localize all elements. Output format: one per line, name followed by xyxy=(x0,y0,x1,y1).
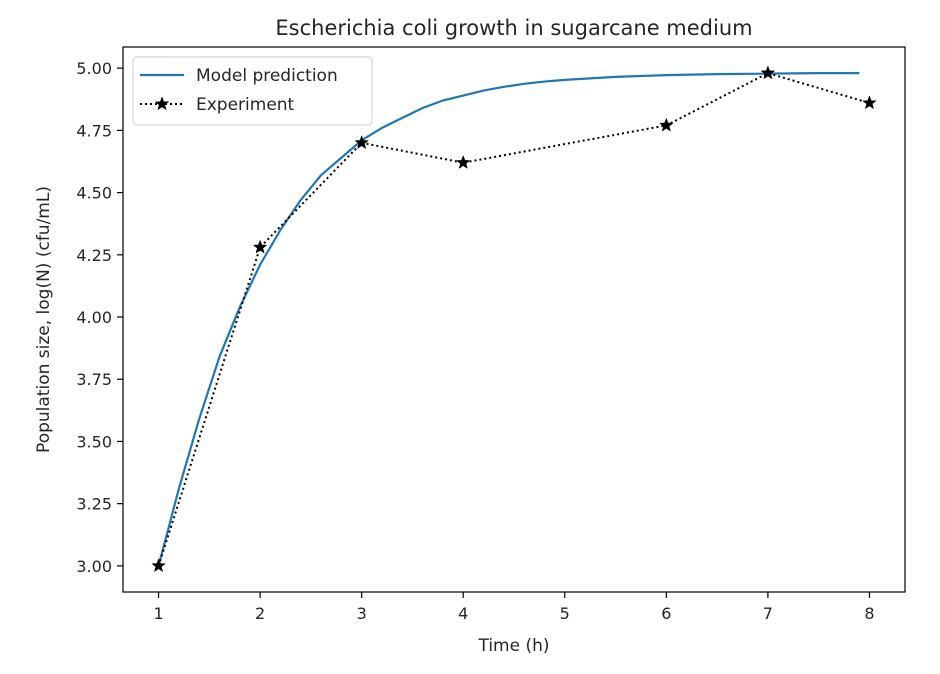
y-tick-label: 4.50 xyxy=(76,184,112,203)
x-tick-label: 3 xyxy=(357,604,367,623)
experiment-point xyxy=(354,135,369,150)
x-tick-label: 1 xyxy=(153,604,163,623)
y-axis-label: Population size, log(N) (cfu/mL) xyxy=(34,186,54,453)
experiment-point xyxy=(760,65,776,80)
y-tick-label: 3.25 xyxy=(76,495,112,514)
legend: Model prediction Experiment xyxy=(132,56,373,126)
legend-label-model-prediction: Model prediction xyxy=(196,66,338,86)
axes-frame xyxy=(122,46,906,593)
x-tick-label: 2 xyxy=(255,604,265,623)
y-tick-label: 4.75 xyxy=(76,121,112,140)
x-axis-label: Time (h) xyxy=(477,636,549,656)
x-tick-label: 6 xyxy=(661,604,671,623)
plot-area xyxy=(151,65,877,573)
experiment-point xyxy=(862,95,877,110)
y-tick-label: 4.25 xyxy=(76,246,112,265)
y-tick-label: 3.75 xyxy=(76,370,112,389)
legend-box xyxy=(132,56,373,126)
legend-label-experiment: Experiment xyxy=(196,95,295,115)
y-axis-ticks: 3.00 3.25 3.50 3.75 4.00 4.25 4.50 4.75 5.00 xyxy=(76,59,123,576)
y-tick-label: 3.50 xyxy=(76,432,112,451)
x-axis-ticks: 1 2 3 4 5 6 7 8 xyxy=(153,592,875,623)
x-tick-label: 8 xyxy=(864,604,874,623)
legend-marker-experiment xyxy=(154,96,170,111)
experiment-point xyxy=(659,117,674,132)
y-tick-label: 3.00 xyxy=(76,557,112,576)
x-tick-label: 7 xyxy=(763,604,773,623)
experiment-point xyxy=(252,239,268,254)
legend-star-icon xyxy=(154,96,170,111)
y-tick-label: 5.00 xyxy=(76,59,112,78)
experiment-point xyxy=(455,155,471,169)
chart-title: Escherichia coli growth in sugarcane med… xyxy=(275,16,752,40)
x-tick-label: 4 xyxy=(458,604,468,623)
y-tick-label: 4.00 xyxy=(76,308,112,327)
x-tick-label: 5 xyxy=(560,604,570,623)
experiment-point xyxy=(151,558,166,573)
